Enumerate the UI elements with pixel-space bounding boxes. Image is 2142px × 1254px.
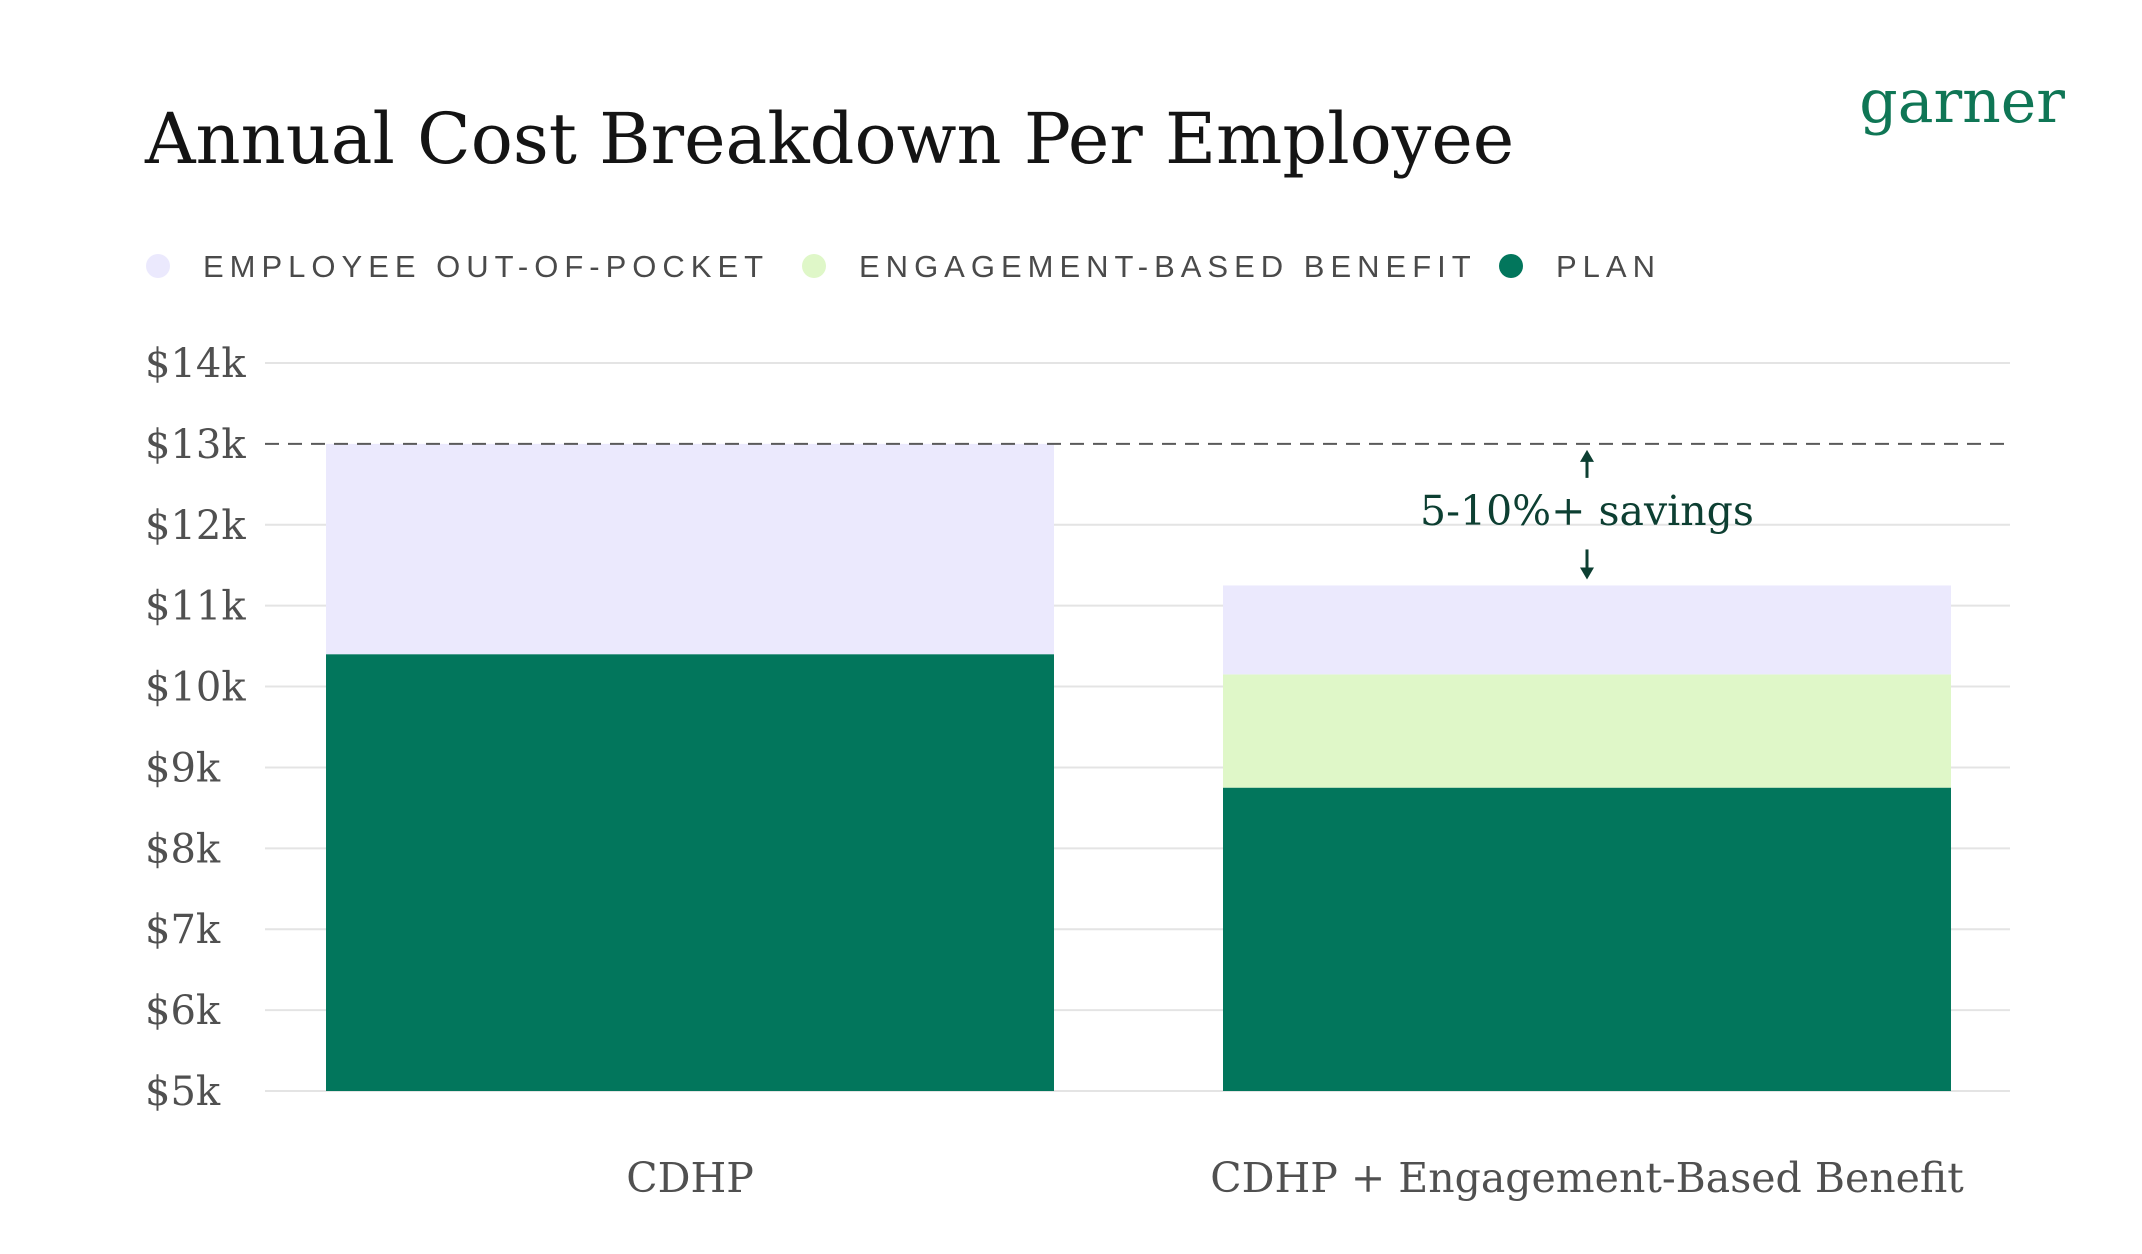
y-tick-label: $12k	[145, 503, 246, 549]
legend-label: ENGAGEMENT-BASED BENEFIT	[859, 249, 1477, 284]
legend-marker-engagement-based-benefit	[802, 254, 826, 278]
x-category-label: CDHP + Engagement-Based Benefit	[1210, 1154, 1964, 1202]
x-category-label: CDHP	[626, 1154, 754, 1202]
bar-segment-engagement-based-benefit	[1223, 674, 1951, 788]
y-tick-label: $10k	[145, 665, 246, 711]
legend-label: PLAN	[1556, 249, 1661, 284]
legend-label: EMPLOYEE OUT-OF-POCKET	[203, 249, 769, 284]
bar-segment-plan	[326, 654, 1054, 1091]
bar-segment-plan	[1223, 787, 1951, 1091]
legend-marker-employee-out-of-pocket	[146, 254, 170, 278]
y-tick-label: $11k	[145, 584, 246, 630]
savings-label: 5-10%+ savings	[1420, 487, 1754, 535]
y-tick-label: $9k	[145, 745, 221, 791]
bar-segment-employee-out-of-pocket	[1223, 585, 1951, 675]
x-axis: CDHP CDHP + Engagement-Based Benefit	[626, 1154, 1964, 1202]
y-axis: $5k $6k $7k $8k $9k $10k $11k $12k $13k $14k	[145, 341, 246, 1115]
y-tick-label: $8k	[145, 826, 221, 872]
y-tick-label: $7k	[145, 907, 221, 953]
y-tick-label: $5k	[145, 1069, 221, 1115]
arrow-up-icon	[1580, 449, 1594, 462]
garner-logo: garner	[1859, 67, 2065, 137]
bar-segment-employee-out-of-pocket	[326, 443, 1054, 655]
y-tick-label: $6k	[145, 988, 221, 1034]
chart-title: Annual Cost Breakdown Per Employee	[144, 98, 1514, 180]
savings-annotation: 5-10%+ savings	[1420, 449, 1754, 580]
y-tick-label: $13k	[145, 422, 246, 468]
legend-marker-plan	[1499, 254, 1523, 278]
bars	[326, 443, 1951, 1091]
legend: EMPLOYEE OUT-OF-POCKET ENGAGEMENT-BASED B…	[146, 249, 1661, 284]
arrow-down-icon	[1580, 567, 1594, 580]
y-tick-label: $14k	[145, 341, 246, 387]
